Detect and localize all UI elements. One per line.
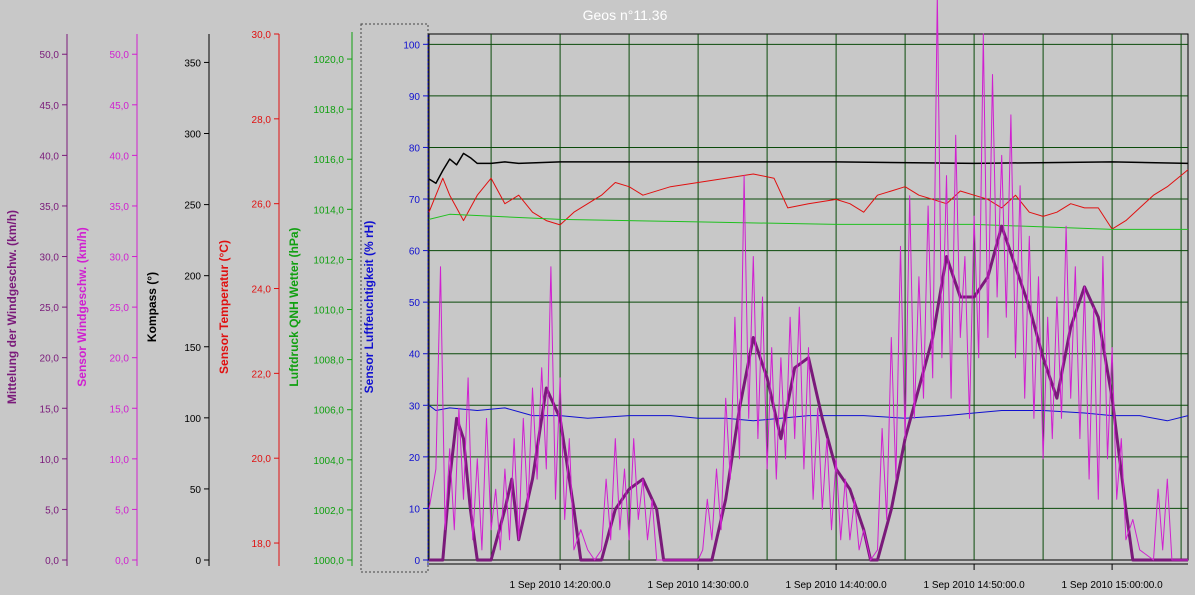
tick-label: 50	[190, 485, 202, 496]
tick-label: 40,0	[40, 151, 60, 162]
tick-label: 30,0	[110, 253, 130, 264]
tick-label: 50,0	[40, 50, 60, 61]
series-temp	[428, 169, 1189, 230]
tick-label: 30,0	[252, 30, 272, 41]
axis-hum[interactable]: 0 10 20 30 40 50 60 70 80 90 100 Sensor Luftfeuchti…	[362, 34, 429, 567]
tick-label: 5,0	[115, 505, 129, 516]
axis-title: Sensor Luftfeuchtigkeit (% rH)	[362, 221, 376, 394]
tick-label: 20,0	[40, 354, 60, 365]
tick-label: 10,0	[110, 455, 130, 466]
axis-compass[interactable]: 0 50 100 150 200 250 300 350 Kompass (°)	[145, 34, 210, 567]
axis-title: Sensor Temperatur (°C)	[217, 240, 231, 374]
tick-label: 25,0	[110, 303, 130, 314]
tick-label: 1008,0	[313, 356, 344, 367]
tick-label: 1018,0	[313, 105, 344, 116]
tick-label: 350	[184, 58, 201, 69]
tick-label: 26,0	[252, 200, 272, 211]
tick-label: 250	[184, 201, 201, 212]
tick-label: 45,0	[40, 101, 60, 112]
axis-press[interactable]: 1000,0 1002,0 1004,0 1006,0 1008,0 1010,0 1012…	[287, 32, 353, 567]
tick-label: 35,0	[40, 202, 60, 213]
tick-label: 1014,0	[313, 205, 344, 216]
tick-label: 60	[409, 247, 421, 258]
tick-label: 24,0	[252, 285, 272, 296]
tick-label: 40	[409, 350, 421, 361]
value-axes: 0,0 5,0 10,0 15,0 20,0 25,0 30,0 35,0 40,0 45,0 50…	[5, 30, 429, 567]
tick-label: 1012,0	[313, 255, 344, 266]
series-compass	[428, 152, 1189, 185]
series-hum	[428, 404, 1189, 422]
tick-label: 15,0	[40, 404, 60, 415]
axis-wind[interactable]: 0,0 5,0 10,0 15,0 20,0 25,0 30,0 35,0 40,0 45,0 50…	[75, 34, 138, 567]
tick-label: 1004,0	[313, 456, 344, 467]
tick-label: 1020,0	[313, 55, 344, 66]
tick-label: 0	[195, 556, 201, 567]
tick-label: 200	[184, 272, 201, 283]
axis-title: Kompass (°)	[145, 272, 159, 342]
tick-label: 28,0	[252, 115, 272, 126]
tick-label: 1002,0	[313, 506, 344, 517]
axis-title: Mittelung der Windgeschw. (km/h)	[5, 210, 19, 404]
plot-area[interactable]	[428, 33, 1189, 561]
tick-label: 1000,0	[313, 556, 344, 567]
tick-label: 1006,0	[313, 406, 344, 417]
x-tick-label: 1 Sep 2010 15:00:00.0	[1061, 580, 1163, 591]
tick-label: 0,0	[115, 556, 129, 567]
tick-label: 35,0	[110, 202, 130, 213]
tick-label: 0,0	[45, 556, 59, 567]
tick-label: 1016,0	[313, 155, 344, 166]
tick-label: 10	[409, 504, 421, 515]
tick-label: 50	[409, 298, 421, 309]
axis-title: Sensor Windgeschw. (km/h)	[75, 227, 89, 386]
tick-label: 80	[409, 143, 421, 154]
tick-label: 50,0	[110, 50, 130, 61]
tick-label: 15,0	[110, 404, 130, 415]
tick-label: 70	[409, 195, 421, 206]
tick-label: 45,0	[110, 101, 130, 112]
axis-title: Luftdruck QNH Wetter (hPa)	[287, 227, 301, 386]
tick-label: 18,0	[252, 539, 272, 550]
tick-label: 90	[409, 92, 421, 103]
x-tick-label: 1 Sep 2010 14:30:00.0	[647, 580, 749, 591]
tick-label: 20,0	[110, 354, 130, 365]
tick-label: 25,0	[40, 303, 60, 314]
series-wind	[428, 0, 1188, 561]
x-tick-label: 1 Sep 2010 14:40:00.0	[785, 580, 887, 591]
grid	[429, 34, 1188, 560]
tick-label: 30,0	[40, 253, 60, 264]
tick-label: 150	[184, 343, 201, 354]
selected-axis-frame[interactable]	[360, 23, 429, 573]
tick-label: 22,0	[252, 369, 272, 380]
tick-label: 20	[409, 453, 421, 464]
tick-label: 20,0	[252, 454, 272, 465]
x-tick-label: 1 Sep 2010 14:20:00.0	[509, 580, 611, 591]
axis-temp[interactable]: 18,0 20,0 22,0 24,0 26,0 28,0 30,0 Sensor Tempe…	[217, 30, 280, 566]
tick-label: 100	[184, 414, 201, 425]
series-press	[428, 213, 1188, 230]
chart-title: Geos n°11.36	[583, 7, 668, 23]
tick-label: 5,0	[45, 505, 59, 516]
tick-label: 100	[403, 40, 420, 51]
tick-label: 40,0	[110, 151, 130, 162]
x-tick-label: 1 Sep 2010 14:50:00.0	[923, 580, 1025, 591]
tick-label: 30	[409, 401, 421, 412]
tick-label: 300	[184, 130, 201, 141]
x-axis: 1 Sep 2010 14:20:00.0 1 Sep 2010 14:30:00…	[429, 563, 1188, 591]
series	[428, 0, 1189, 562]
tick-label: 10,0	[40, 455, 60, 466]
axis-avg_wind[interactable]: 0,0 5,0 10,0 15,0 20,0 25,0 30,0 35,0 40,0 45,0 50…	[5, 34, 68, 567]
tick-label: 1010,0	[313, 306, 344, 317]
tick-label: 0	[414, 556, 420, 567]
